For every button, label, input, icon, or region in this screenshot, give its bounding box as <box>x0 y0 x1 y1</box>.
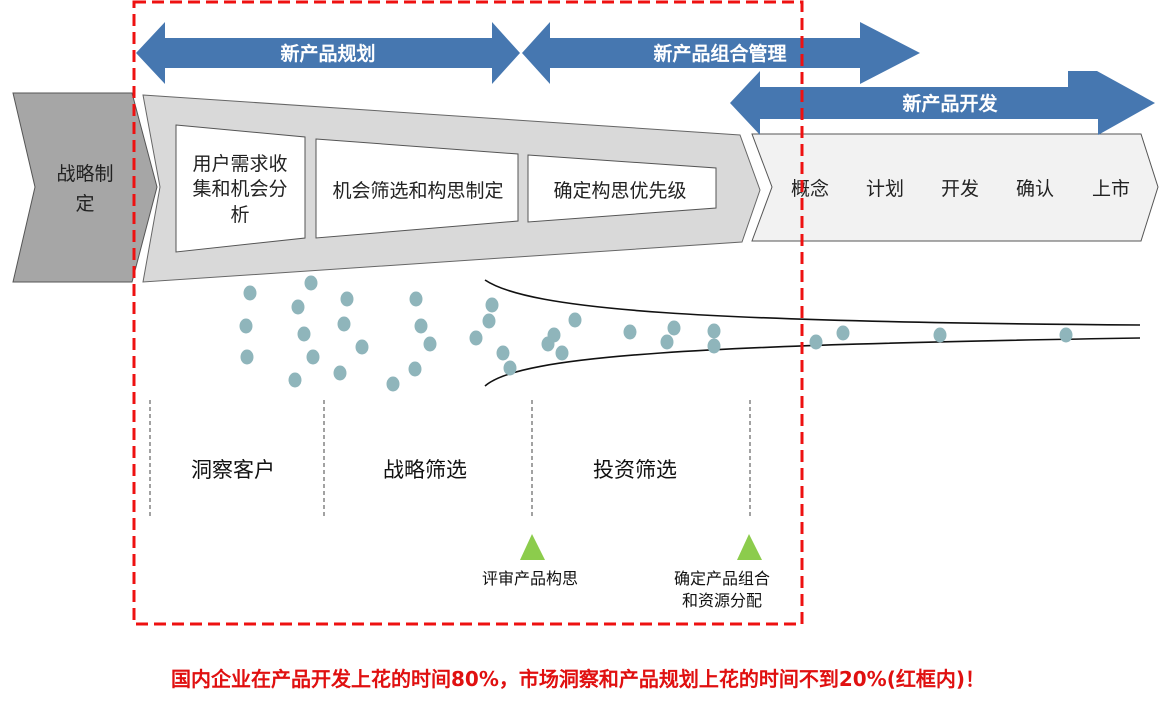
idea-dot <box>288 372 302 388</box>
box-demand-analysis <box>175 124 306 253</box>
portfolio-label: 新产品组合管理 <box>653 42 786 65</box>
box-priority <box>527 154 717 223</box>
fuzzy-front-end-funnel: 用户需求收 集和机会分 析 机会筛选和构思制定 确定构思优先级 <box>142 94 761 283</box>
highlight-frame <box>132 0 804 626</box>
idea-dot <box>660 334 674 350</box>
idea-dot <box>409 291 423 307</box>
planning-label: 新产品规划 <box>280 42 375 65</box>
milestone-triangle-icon <box>520 534 545 560</box>
strategy-label-2: 定 <box>75 193 94 215</box>
phase-strategic-screening: 战略筛选 <box>383 458 467 482</box>
box3-text: 确定构思优先级 <box>553 180 686 202</box>
idea-dot <box>707 338 721 354</box>
idea-dot <box>503 360 517 376</box>
milestone-portfolio-label-2: 和资源分配 <box>682 591 762 610</box>
idea-dot <box>297 326 311 342</box>
idea-dot <box>340 291 354 307</box>
box1-text-1: 用户需求收 <box>192 153 287 175</box>
box2-text: 机会筛选和构思制定 <box>332 180 503 202</box>
idea-dot <box>386 376 400 392</box>
idea-dot <box>355 339 369 355</box>
footer-note: 国内企业在产品开发上花的时间80%，市场洞察和产品规划上花的时间不到20%(红框… <box>171 667 985 691</box>
idea-dot <box>485 297 499 313</box>
development-chevron: 概念 计划 开发 确认 上市 <box>751 133 1159 242</box>
development-label: 新产品开发 <box>902 92 998 115</box>
stage-launch: 上市 <box>1092 178 1130 200</box>
idea-dot <box>667 320 681 336</box>
idea-dot <box>623 324 637 340</box>
idea-dot <box>707 323 721 339</box>
idea-dot <box>482 313 496 329</box>
planning-arrow: 新产品规划 <box>136 22 520 84</box>
idea-dot <box>333 365 347 381</box>
idea-dot <box>240 349 254 365</box>
strategy-label-1: 战略制 <box>56 163 113 185</box>
idea-dot <box>469 330 483 346</box>
box-opportunity-screening <box>315 138 519 239</box>
funnel-upper-curve <box>484 279 1141 326</box>
idea-dot <box>568 312 582 328</box>
idea-dot <box>1059 327 1073 343</box>
stage-plan: 计划 <box>866 178 904 200</box>
stage-develop: 开发 <box>941 178 979 200</box>
idea-dot <box>291 299 305 315</box>
milestone-review-label: 评审产品构思 <box>482 569 578 588</box>
strategy-chevron: 战略制 定 <box>12 92 158 283</box>
idea-dot <box>337 316 351 332</box>
idea-dot <box>836 325 850 341</box>
idea-dots <box>239 275 1073 392</box>
idea-dot <box>809 334 823 350</box>
phase-customer-insight: 洞察客户 <box>191 458 275 482</box>
idea-dot <box>408 361 422 377</box>
idea-dot <box>306 349 320 365</box>
idea-dot <box>423 336 437 352</box>
milestone-portfolio-label-1: 确定产品组合 <box>674 569 770 588</box>
box1-text-3: 析 <box>230 204 249 226</box>
idea-dot <box>496 345 510 361</box>
stage-validate: 确认 <box>1016 178 1054 200</box>
idea-dot <box>243 285 257 301</box>
phase-investment-screening: 投资筛选 <box>593 458 677 482</box>
idea-dot <box>541 336 555 352</box>
idea-dot <box>933 327 947 343</box>
stage-concept: 概念 <box>791 177 829 200</box>
idea-dot <box>239 318 253 334</box>
idea-dot <box>414 318 428 334</box>
development-arrow: 新产品开发 <box>730 71 1155 135</box>
milestone-triangle-icon <box>737 534 762 560</box>
box1-text-2: 集和机会分 <box>192 178 287 200</box>
idea-dot <box>304 275 318 291</box>
portfolio-arrow: 新产品组合管理 <box>522 22 920 84</box>
idea-dot <box>555 345 569 361</box>
